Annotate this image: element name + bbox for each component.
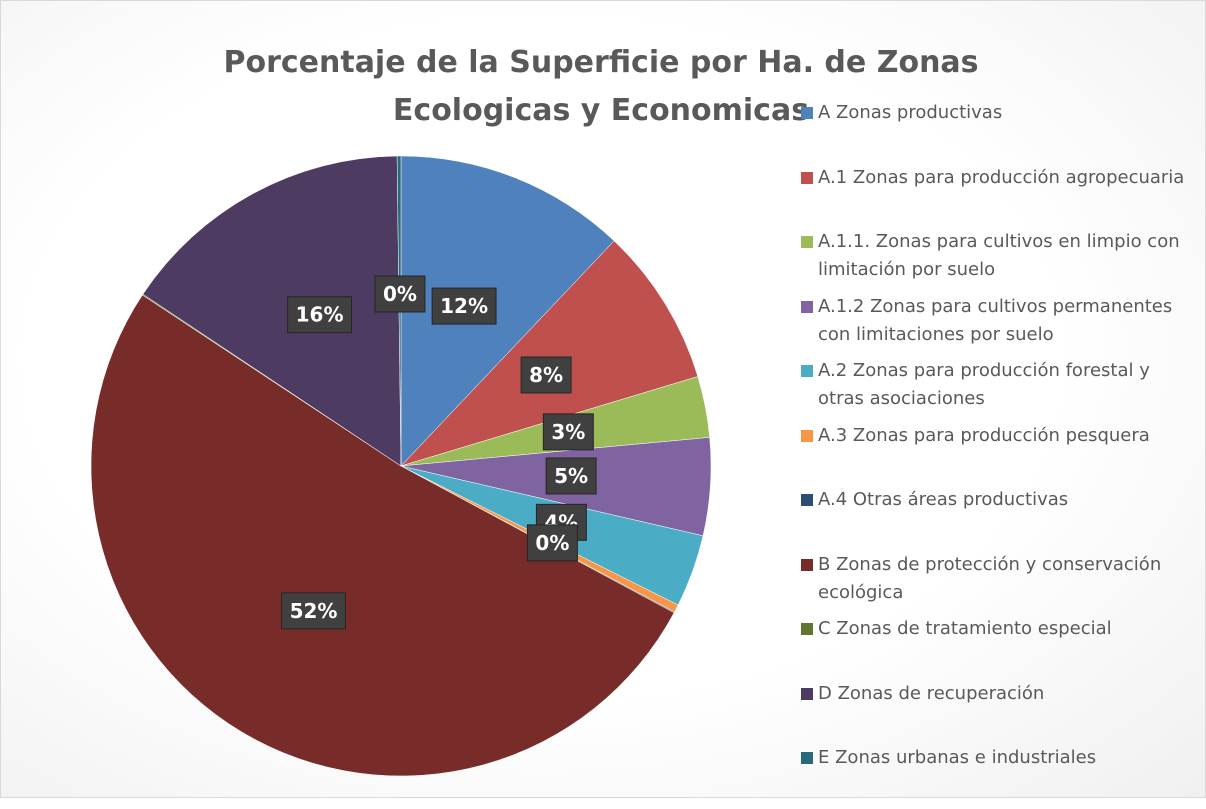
legend-label: A.1.2 Zonas para cultivos permanentes co…	[818, 295, 1173, 345]
pie-slice	[90, 294, 675, 777]
data-label-text: 52%	[290, 599, 338, 623]
legend-label: A Zonas productivas	[818, 102, 1003, 123]
legend-item: A.4 Otras áreas productivas	[801, 486, 1201, 551]
legend-item: A.1.1. Zonas para cultivos en limpio con…	[801, 228, 1201, 293]
data-label: 16%	[287, 296, 352, 334]
data-label-box	[374, 275, 426, 313]
legend-swatch	[801, 365, 813, 377]
data-label-text: 12%	[440, 294, 488, 318]
data-label-box	[520, 356, 572, 394]
legend-swatch	[801, 687, 813, 700]
data-label-box	[542, 413, 594, 451]
legend-swatch	[801, 300, 813, 313]
legend-item: E Zonas urbanas e industriales	[801, 744, 1201, 809]
pie-slice	[400, 155, 615, 467]
legend-swatch	[801, 558, 813, 571]
legend-item: A.2 Zonas para producción forestal y otr…	[801, 357, 1201, 422]
data-label-box	[281, 592, 346, 630]
data-label: 5%	[545, 457, 597, 495]
legend-item: A.3 Zonas para producción pesquera	[801, 422, 1201, 487]
data-label: 0%	[374, 275, 426, 313]
legend-label: A.1.1. Zonas para cultivos en limpio con…	[818, 231, 1180, 280]
legend-item: B Zonas de protección y conservación eco…	[801, 551, 1201, 616]
legend: A Zonas productivas A.1 Zonas para produc…	[801, 99, 1201, 809]
legend-item: C Zonas de tratamiento especial	[801, 615, 1201, 680]
data-label-text: 3%	[551, 420, 585, 444]
chart-title: Porcentaje de la Superficie por Ha. de Z…	[223, 45, 979, 128]
data-label-text: 16%	[296, 303, 344, 327]
data-label-text: 5%	[554, 464, 588, 488]
legend-item: A Zonas productivas	[801, 99, 1201, 164]
legend-label: D Zonas de recuperación	[818, 682, 1045, 704]
legend-label: E Zonas urbanas e industriales	[818, 747, 1097, 768]
pie-slice	[142, 155, 402, 467]
data-label: 3%	[542, 413, 594, 451]
data-label-box	[431, 287, 497, 325]
legend-swatch	[801, 752, 813, 764]
legend-swatch	[801, 171, 813, 184]
legend-swatch	[801, 236, 813, 248]
data-label-text: 0%	[535, 531, 569, 555]
data-label: 12%	[431, 287, 497, 325]
pie-slice	[400, 240, 699, 467]
legend-label: A.4 Otras áreas productivas	[818, 489, 1069, 510]
legend-item: D Zonas de recuperación	[801, 680, 1201, 745]
data-label-box	[287, 296, 352, 334]
legend-item: A.1.2 Zonas para cultivos permanentes co…	[801, 293, 1201, 358]
legend-swatch	[801, 623, 813, 635]
legend-label: A.1 Zonas para producción agropecuaria	[818, 166, 1185, 188]
legend-label: C Zonas de tratamiento especial	[818, 618, 1112, 639]
data-label-box	[526, 524, 578, 562]
data-label: 0%	[526, 524, 578, 562]
legend-swatch	[801, 429, 813, 442]
legend-label: A.3 Zonas para producción pesquera	[818, 424, 1150, 446]
legend-label: B Zonas de protección y conservación eco…	[818, 553, 1162, 603]
data-label: 52%	[281, 592, 346, 630]
legend-label: A.2 Zonas para producción forestal y otr…	[818, 360, 1150, 409]
data-label-text: 8%	[529, 363, 563, 387]
data-label-box	[545, 457, 597, 495]
legend-item: A.1 Zonas para producción agropecuaria	[801, 164, 1201, 229]
legend-swatch	[801, 494, 813, 506]
data-label-text: 0%	[383, 282, 417, 306]
legend-swatch	[801, 107, 813, 119]
data-label: 8%	[520, 356, 572, 394]
